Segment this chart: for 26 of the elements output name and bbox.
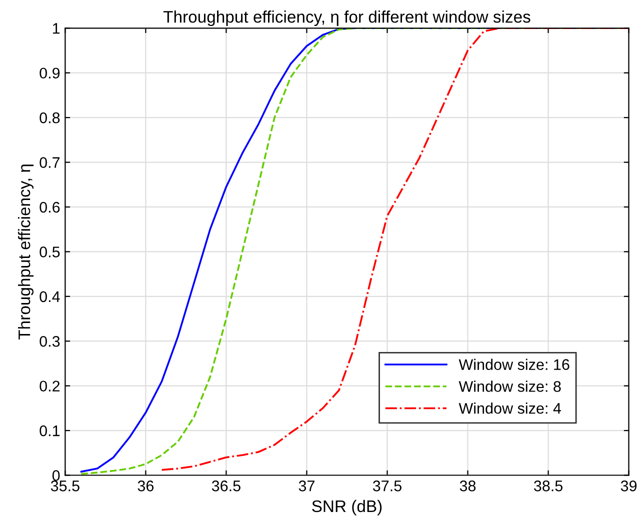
y-tick-label: 0.2	[40, 380, 60, 392]
y-tick-label: 0.6	[40, 202, 60, 213]
line-series	[160, 28, 629, 471]
x-tick-label: 37.5	[372, 480, 402, 492]
y-tick-label: 0.5	[40, 246, 60, 258]
x-tick-label: 38	[460, 480, 476, 492]
y-tick-label: 1	[52, 23, 60, 34]
chart-title: Throughput efficiency, η for different window sizes	[163, 10, 530, 26]
y-tick-label: 0	[52, 470, 60, 481]
y-tick-label: 0.9	[40, 68, 60, 79]
x-tick-label: 39	[620, 480, 637, 492]
y-tick-label: 0.3	[40, 336, 60, 347]
x-tick-label: 36	[138, 480, 154, 492]
x-tick-label: 36.5	[212, 480, 240, 492]
y-axis-title: Throughput efficiency, η	[18, 164, 34, 340]
x-tick-label: 37	[298, 480, 314, 492]
legend-label: Window size: 4	[458, 402, 561, 414]
x-tick-label: 35.5	[50, 480, 80, 492]
x-tick-label: 38.5	[534, 480, 562, 492]
y-tick-label: 0.1	[40, 425, 60, 436]
y-tick-label: 0.8	[40, 112, 60, 124]
legend-label: Window size: 16	[458, 358, 570, 370]
x-axis-title: SNR (dB)	[312, 500, 382, 516]
y-tick-label: 0.4	[40, 291, 60, 302]
y-tick-label: 0.7	[40, 157, 60, 168]
legend-label: Window size: 8	[458, 380, 561, 392]
